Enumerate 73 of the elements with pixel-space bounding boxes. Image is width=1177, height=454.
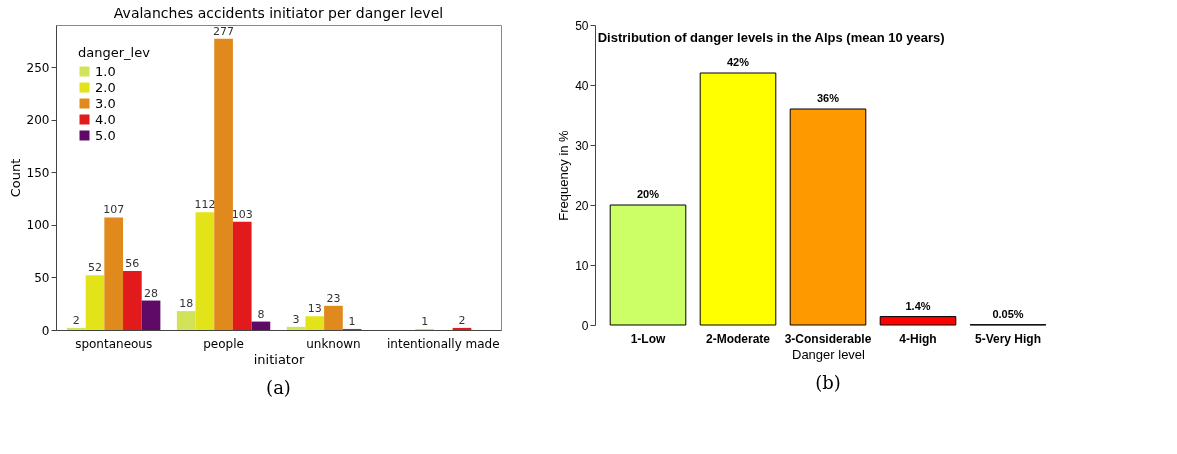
x-tick-label: 4-High xyxy=(899,331,937,346)
bar xyxy=(879,316,957,326)
data-label: 103 xyxy=(231,207,253,221)
chart-title: Distribution of danger levels in the Alps (mean 10 years) xyxy=(597,30,945,45)
bar xyxy=(609,204,687,326)
bar xyxy=(286,326,306,330)
bar xyxy=(104,217,124,330)
bar xyxy=(214,38,233,330)
data-label: 0.05% xyxy=(992,307,1024,320)
y-tick-label: 50 xyxy=(34,270,50,285)
bar xyxy=(85,275,105,330)
legend-label: 4.0 xyxy=(95,111,116,127)
data-label: 277 xyxy=(213,24,235,38)
bar xyxy=(66,327,86,330)
bar xyxy=(305,316,325,330)
data-label: 2 xyxy=(72,313,80,327)
y-tick-label: 150 xyxy=(26,165,50,180)
y-tick-label: 50 xyxy=(575,18,589,33)
data-label: 52 xyxy=(88,261,103,275)
x-tick-label: 2-Moderate xyxy=(705,331,771,346)
y-tick-label: 40 xyxy=(575,78,589,93)
data-label: 1 xyxy=(348,314,356,328)
y-tick-label: 0 xyxy=(581,318,589,333)
y-tick-label: 250 xyxy=(26,60,50,75)
data-label: 1 xyxy=(421,314,429,328)
bar xyxy=(699,72,777,326)
data-label: 23 xyxy=(326,291,341,305)
legend-label: 1.0 xyxy=(95,63,116,79)
x-tick-label: 5-Very High xyxy=(974,331,1042,346)
data-label: 2 xyxy=(458,313,466,327)
data-label: 28 xyxy=(144,286,159,300)
y-axis-title: Count xyxy=(7,158,23,198)
data-label: 42% xyxy=(726,56,750,68)
legend-label: 2.0 xyxy=(95,79,116,95)
text: (a) xyxy=(266,377,291,398)
y-tick-label: 100 xyxy=(26,218,50,233)
data-label: 20% xyxy=(636,188,660,200)
y-tick-label: 20 xyxy=(575,198,589,213)
legend-label: 5.0 xyxy=(95,127,116,143)
bar xyxy=(176,311,196,330)
y-tick-label: 30 xyxy=(575,138,589,153)
legend-label: 3.0 xyxy=(95,95,116,111)
bar xyxy=(123,271,142,330)
bar xyxy=(452,327,472,330)
y-tick-label: 200 xyxy=(26,113,50,128)
bar xyxy=(141,300,161,330)
x-tick-label: unknown xyxy=(306,336,361,351)
y-tick-label: 0 xyxy=(41,323,50,338)
x-axis-title: initiator xyxy=(253,351,305,367)
data-label: 18 xyxy=(179,297,194,311)
x-tick-label: intentionally made xyxy=(387,336,500,351)
x-tick-label: people xyxy=(203,336,244,351)
bar xyxy=(324,305,343,330)
bar xyxy=(232,221,252,330)
x-axis-title: Danger level xyxy=(792,346,866,362)
data-label: 56 xyxy=(125,257,140,271)
y-axis-title: Frequency in % xyxy=(556,129,572,221)
text: (b) xyxy=(815,372,841,393)
data-label: 3 xyxy=(292,312,300,326)
bar xyxy=(251,321,271,330)
bar xyxy=(195,212,215,330)
y-tick-label: 10 xyxy=(575,258,589,273)
x-tick-label: 3-Considerable xyxy=(784,331,872,346)
legend-title: danger_lev xyxy=(78,45,151,60)
x-tick-label: spontaneous xyxy=(75,336,153,351)
data-label: 1.4% xyxy=(905,299,931,312)
data-label: 36% xyxy=(816,92,840,104)
data-label: 107 xyxy=(103,203,125,217)
x-tick-label: 1-Low xyxy=(630,331,666,346)
data-label: 8 xyxy=(257,307,265,321)
chart-title: Avalanches accidents initiator per danger level xyxy=(113,5,444,21)
data-label: 13 xyxy=(307,302,322,316)
bar xyxy=(789,108,867,326)
